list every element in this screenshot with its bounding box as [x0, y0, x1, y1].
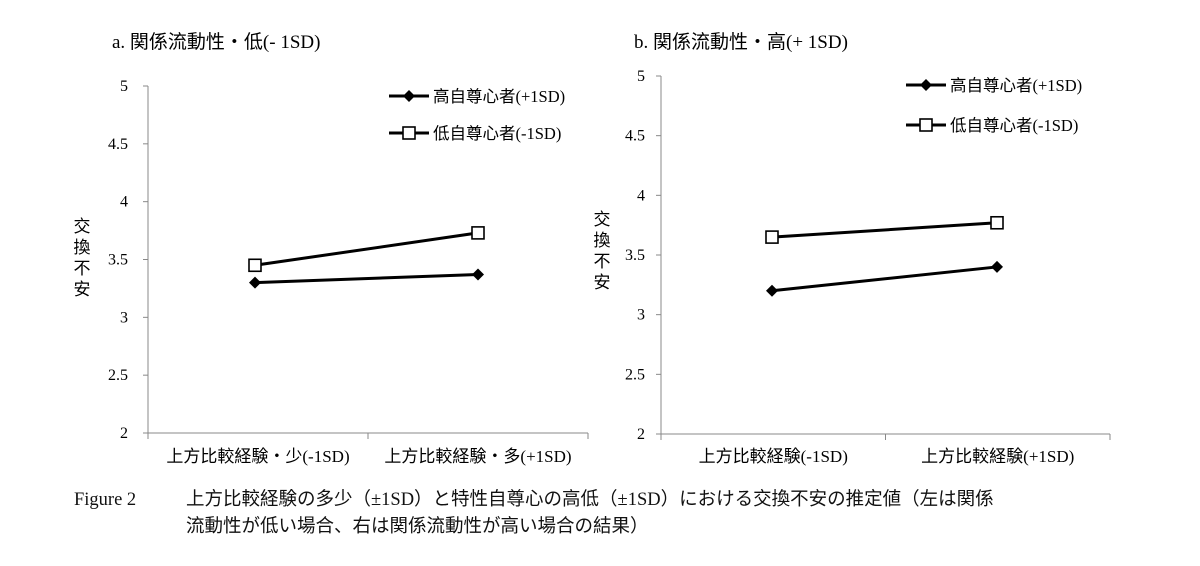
series-high-self-esteem — [249, 268, 484, 289]
y-tick-label: 5 — [637, 68, 645, 85]
legend-label: 高自尊心者(+1SD) — [433, 87, 565, 106]
caption-line-1: 上方比較経験の多少（±1SD）と特性自尊心の高低（±1SD）における交換不安の推… — [186, 490, 994, 510]
caption-label: Figure 2 — [74, 490, 137, 510]
data-point — [765, 230, 779, 244]
y-axis-label: 交換不安 — [594, 210, 611, 292]
series-line — [254, 231, 479, 267]
y-tick-label: 4.5 — [108, 136, 128, 153]
legend-label: 低自尊心者(-1SD) — [950, 116, 1078, 135]
x-tick-label: 上方比較経験・多(+1SD) — [384, 447, 571, 466]
y-axis-label-char: 安 — [74, 280, 91, 299]
x-tick-label: 上方比較経験(-1SD) — [699, 447, 848, 466]
legend-marker — [402, 126, 416, 140]
y-tick-label: 4 — [120, 194, 128, 211]
chart-panel-b: b. 関係流動性・高(+ 1SD) 2 2.5 3 3.5 4 4.5 5 上方比較経験(-1S… — [594, 31, 1111, 466]
y-tick-label: 2.5 — [625, 366, 645, 383]
data-point — [471, 226, 485, 240]
y-axis-label-char: 交 — [594, 210, 611, 229]
y-tick-label: 2 — [120, 425, 128, 442]
x-tick-label: 上方比較経験・少(-1SD) — [166, 447, 349, 466]
y-tick-label: 4 — [637, 187, 645, 204]
series-line — [771, 265, 998, 293]
chart-panel-a: a. 関係流動性・低(- 1SD) 2 2.5 3 3.5 4 4.5 5 上方比較経験・少(-… — [74, 31, 589, 466]
series-high-self-esteem — [766, 260, 1003, 297]
series-line — [771, 221, 998, 239]
y-tick-label: 2 — [637, 426, 645, 443]
legend-marker — [919, 118, 933, 132]
x-tick-label: 上方比較経験(+1SD) — [921, 447, 1074, 466]
data-point — [991, 260, 1003, 273]
legend-label: 低自尊心者(-1SD) — [433, 124, 561, 143]
data-point — [248, 258, 262, 273]
series-low-self-esteem — [248, 226, 485, 273]
y-axis-label-char: 換 — [74, 238, 91, 257]
y-tick-label: 3.5 — [625, 247, 645, 264]
y-tick-label: 3 — [120, 309, 128, 326]
y-axis-label-char: 交 — [74, 217, 91, 236]
series-low-self-esteem — [765, 215, 1004, 244]
y-tick-label: 5 — [120, 78, 128, 95]
y-tick-label: 2.5 — [108, 367, 128, 384]
legend-entry: 低自尊心者(-1SD) — [906, 116, 1078, 135]
data-point — [249, 276, 261, 289]
caption-line-2: 流動性が低い場合、右は関係流動性が高い場合の結果） — [186, 517, 649, 537]
figure-caption: Figure 2 上方比較経験の多少（±1SD）と特性自尊心の高低（±1SD）にお… — [74, 487, 994, 541]
legend-entry: 高自尊心者(+1SD) — [906, 76, 1082, 95]
chart-title: b. 関係流動性・高(+ 1SD) — [634, 31, 848, 53]
chart-title: a. 関係流動性・低(- 1SD) — [112, 31, 320, 53]
data-point — [990, 215, 1004, 230]
y-tick-label: 3 — [637, 307, 645, 324]
y-axis-label-char: 安 — [594, 273, 611, 292]
series-line — [254, 273, 479, 285]
legend-entry: 高自尊心者(+1SD) — [389, 87, 565, 106]
y-tick-label: 3.5 — [108, 252, 128, 269]
y-axis-label-char: 不 — [74, 259, 91, 278]
y-tick-label: 4.5 — [625, 128, 645, 145]
legend-label: 高自尊心者(+1SD) — [950, 76, 1082, 95]
y-axis-label-char: 不 — [594, 252, 611, 271]
y-axis-label: 交換不安 — [74, 217, 91, 299]
legend-marker — [920, 79, 932, 91]
data-point — [472, 268, 484, 281]
y-axis-label-char: 換 — [594, 231, 611, 250]
legend-entry: 低自尊心者(-1SD) — [389, 124, 561, 143]
legend-marker — [403, 90, 415, 102]
data-point — [766, 284, 778, 297]
